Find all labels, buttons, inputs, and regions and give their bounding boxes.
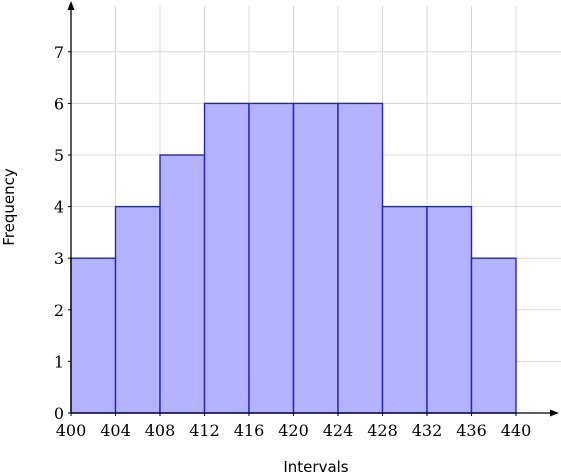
y-tick-label: 7 <box>54 43 64 62</box>
x-tick-label: 400 <box>56 421 87 440</box>
x-tick-label: 424 <box>323 421 354 440</box>
y-tick-label: 1 <box>54 352 64 371</box>
y-axis-arrow <box>67 1 75 10</box>
y-tick-label: 2 <box>54 301 64 320</box>
x-tick-label: 428 <box>367 421 398 440</box>
bar-424-428 <box>337 102 384 414</box>
bar-400-404 <box>70 257 117 414</box>
x-axis-arrow <box>550 409 559 417</box>
y-tick-label: 0 <box>54 404 64 423</box>
x-tick-label: 416 <box>234 421 265 440</box>
x-tick-label: 436 <box>456 421 487 440</box>
bar-416-420 <box>248 102 295 414</box>
x-tick-label: 412 <box>189 421 220 440</box>
x-tick-label: 408 <box>145 421 176 440</box>
bar-408-412 <box>159 154 206 414</box>
y-tick-label: 6 <box>54 94 64 113</box>
y-axis-title: Frequency <box>0 168 18 246</box>
bar-428-432 <box>381 205 428 414</box>
bars <box>70 102 517 414</box>
bar-404-408 <box>114 205 161 414</box>
bar-432-436 <box>426 205 473 414</box>
bar-420-424 <box>292 102 339 414</box>
y-tick-label: 3 <box>54 249 64 268</box>
x-tick-label: 432 <box>412 421 443 440</box>
bar-412-416 <box>203 102 250 414</box>
x-tick-label: 420 <box>278 421 309 440</box>
x-tick-label: 404 <box>100 421 131 440</box>
y-tick-label: 4 <box>54 198 64 217</box>
x-tick-label: 440 <box>501 421 532 440</box>
y-tick-labels: 0 1 2 3 4 5 6 7 <box>54 43 71 423</box>
x-tick-labels: 400 404 408 412 416 420 424 428 432 436 440 <box>56 413 532 440</box>
y-tick-label: 5 <box>54 146 64 165</box>
x-axis-title: Intervals <box>283 458 348 475</box>
bar-436-440 <box>470 257 517 414</box>
